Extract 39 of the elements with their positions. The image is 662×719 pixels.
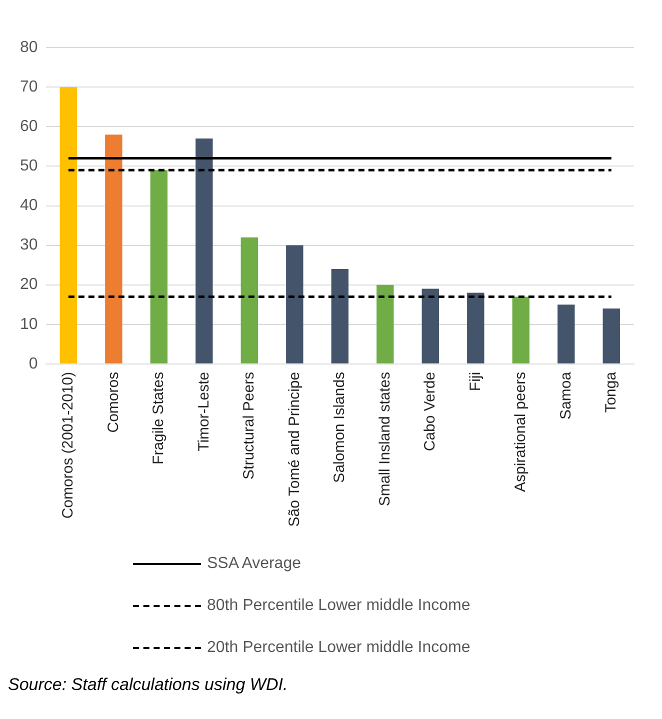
x-tick-label: Small Insland states — [376, 372, 394, 506]
bar — [240, 237, 258, 364]
bar — [558, 304, 575, 364]
x-tick-label: Cabo Verde — [422, 372, 439, 452]
y-tick-label: 10 — [20, 316, 38, 333]
x-tick-label: São Tomé and Principe — [286, 372, 303, 527]
x-tick-label: Timor-Leste — [195, 372, 212, 452]
bar — [105, 134, 122, 364]
bar — [196, 138, 213, 364]
y-tick-label: 50 — [20, 158, 38, 175]
y-tick-label: 40 — [20, 197, 38, 214]
legend-label: 20th Percentile Lower middle Income — [207, 639, 470, 657]
y-tick-label: 80 — [20, 39, 38, 56]
y-tick-label: 30 — [20, 236, 38, 254]
y-tick-label: 0 — [28, 355, 38, 372]
y-tick-label: 20 — [20, 276, 38, 294]
y-tick-label: 60 — [20, 118, 38, 136]
x-tick-label: Tonga — [602, 371, 620, 413]
x-tick-label: Comoros (2001-2010) — [60, 372, 77, 519]
bar — [512, 296, 530, 364]
x-tick-label: Samoa — [557, 371, 574, 420]
bar — [376, 284, 394, 364]
legend-label: 80th Percentile Lower middle Income — [207, 597, 470, 615]
bar — [467, 292, 484, 364]
source-note: Source: Staff calculations using WDI. — [8, 675, 289, 695]
bar — [286, 245, 304, 364]
y-tick-label: 70 — [20, 78, 38, 96]
bar — [150, 170, 168, 364]
bar — [602, 308, 620, 364]
x-tick-label: Fiji — [466, 372, 484, 392]
x-tick-label: Salomon Islands — [331, 372, 348, 483]
x-tick-label: Aspirational peers — [512, 372, 530, 492]
x-tick-label: Comoros — [104, 372, 122, 433]
x-tick-label: Structural Peers — [240, 372, 258, 480]
legend-label: SSA Average — [207, 555, 301, 573]
bar — [422, 288, 439, 364]
bar — [331, 269, 348, 364]
bar — [60, 87, 78, 364]
x-tick-label: Fragile States — [150, 372, 168, 464]
